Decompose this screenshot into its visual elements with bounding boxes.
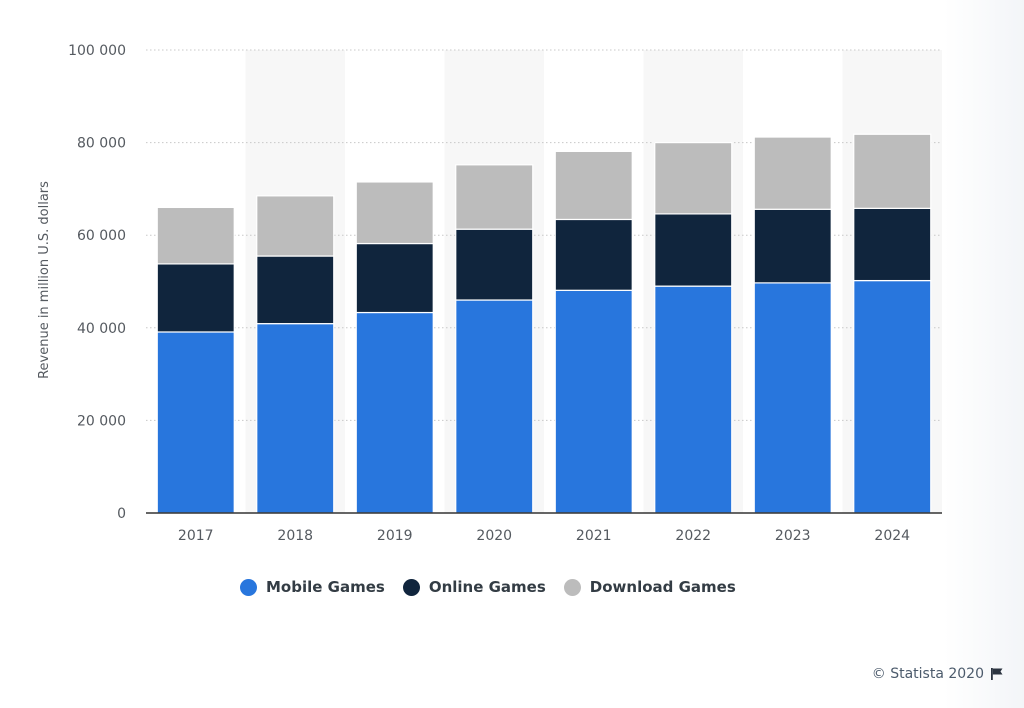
background-edge xyxy=(944,0,1024,708)
legend-item-online[interactable]: Online Games xyxy=(402,578,546,596)
y-axis-title: Revenue in million U.S. dollars xyxy=(37,181,52,379)
x-tick-label: 2019 xyxy=(377,528,413,544)
legend-label-download: Download Games xyxy=(589,578,736,596)
source-credit: © Statista 2020 xyxy=(872,666,1004,682)
bar-download-2024[interactable] xyxy=(853,133,932,209)
legend-label-online: Online Games xyxy=(428,578,546,596)
y-tick-label: 60 000 xyxy=(77,228,126,244)
bar-mobile-2021[interactable] xyxy=(554,289,633,514)
bar-online-2023[interactable] xyxy=(753,208,832,284)
x-tick-label: 2023 xyxy=(775,528,811,544)
legend-item-download[interactable]: Download Games xyxy=(563,578,736,596)
bar-download-2020[interactable] xyxy=(455,164,534,230)
bar-download-2019[interactable] xyxy=(355,181,434,245)
bar-download-2018[interactable] xyxy=(256,195,335,257)
bar-mobile-2018[interactable] xyxy=(256,323,335,514)
credit-text: © Statista 2020 xyxy=(871,666,984,682)
bar-mobile-2019[interactable] xyxy=(355,311,434,514)
bars xyxy=(156,133,932,514)
legend-swatch-mobile xyxy=(240,578,257,596)
y-axis-ticks: 0 20 000 40 000 60 000 80 000 100 000 xyxy=(68,43,126,522)
bar-online-2020[interactable] xyxy=(455,228,534,301)
bar-online-2024[interactable] xyxy=(853,207,932,282)
bar-online-2022[interactable] xyxy=(654,213,733,287)
bar-download-2023[interactable] xyxy=(753,136,832,210)
legend-item-mobile[interactable]: Mobile Games xyxy=(240,578,385,596)
bar-mobile-2020[interactable] xyxy=(455,299,534,514)
bar-online-2018[interactable] xyxy=(256,255,335,325)
x-tick-label: 2021 xyxy=(576,528,612,544)
legend-swatch-online xyxy=(402,578,420,596)
bar-online-2019[interactable] xyxy=(355,242,434,314)
y-tick-label: 80 000 xyxy=(77,136,126,152)
x-tick-label: 2024 xyxy=(874,528,910,544)
legend-swatch-download xyxy=(563,578,581,596)
y-tick-label: 20 000 xyxy=(77,413,126,429)
bar-online-2017[interactable] xyxy=(156,263,235,333)
x-tick-label: 2020 xyxy=(476,528,512,544)
bar-download-2022[interactable] xyxy=(654,142,733,215)
bar-download-2021[interactable] xyxy=(554,150,633,221)
x-tick-label: 2017 xyxy=(178,528,214,544)
bar-mobile-2024[interactable] xyxy=(853,279,932,514)
bar-mobile-2023[interactable] xyxy=(753,282,832,514)
bar-mobile-2017[interactable] xyxy=(156,331,235,514)
bar-online-2021[interactable] xyxy=(554,218,633,291)
x-tick-label: 2018 xyxy=(277,528,313,544)
x-axis-ticks: 2017 2018 2019 2020 2021 2022 2023 2024 xyxy=(178,528,910,544)
legend: Mobile Games Online Games Download Games xyxy=(240,578,736,596)
x-tick-label: 2022 xyxy=(675,528,711,544)
flag-icon[interactable] xyxy=(990,667,1004,681)
bar-mobile-2022[interactable] xyxy=(654,285,733,514)
legend-label-mobile: Mobile Games xyxy=(266,578,385,596)
y-tick-label: 100 000 xyxy=(68,43,126,59)
bar-download-2017[interactable] xyxy=(156,206,235,265)
y-tick-label: 40 000 xyxy=(77,321,126,337)
y-tick-label: 0 xyxy=(117,506,126,522)
